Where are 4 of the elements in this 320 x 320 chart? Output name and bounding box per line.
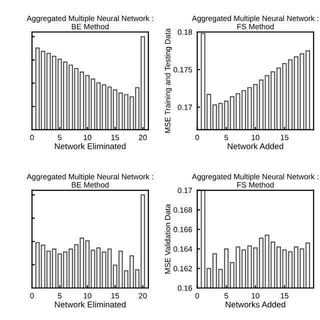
x-axis-title: Network Eliminated (54, 143, 126, 150)
x-axis-title: Network Eliminated (54, 301, 126, 308)
x-axis-title: Network Added (228, 143, 284, 150)
x-axis-title: Networks Added (226, 301, 286, 308)
